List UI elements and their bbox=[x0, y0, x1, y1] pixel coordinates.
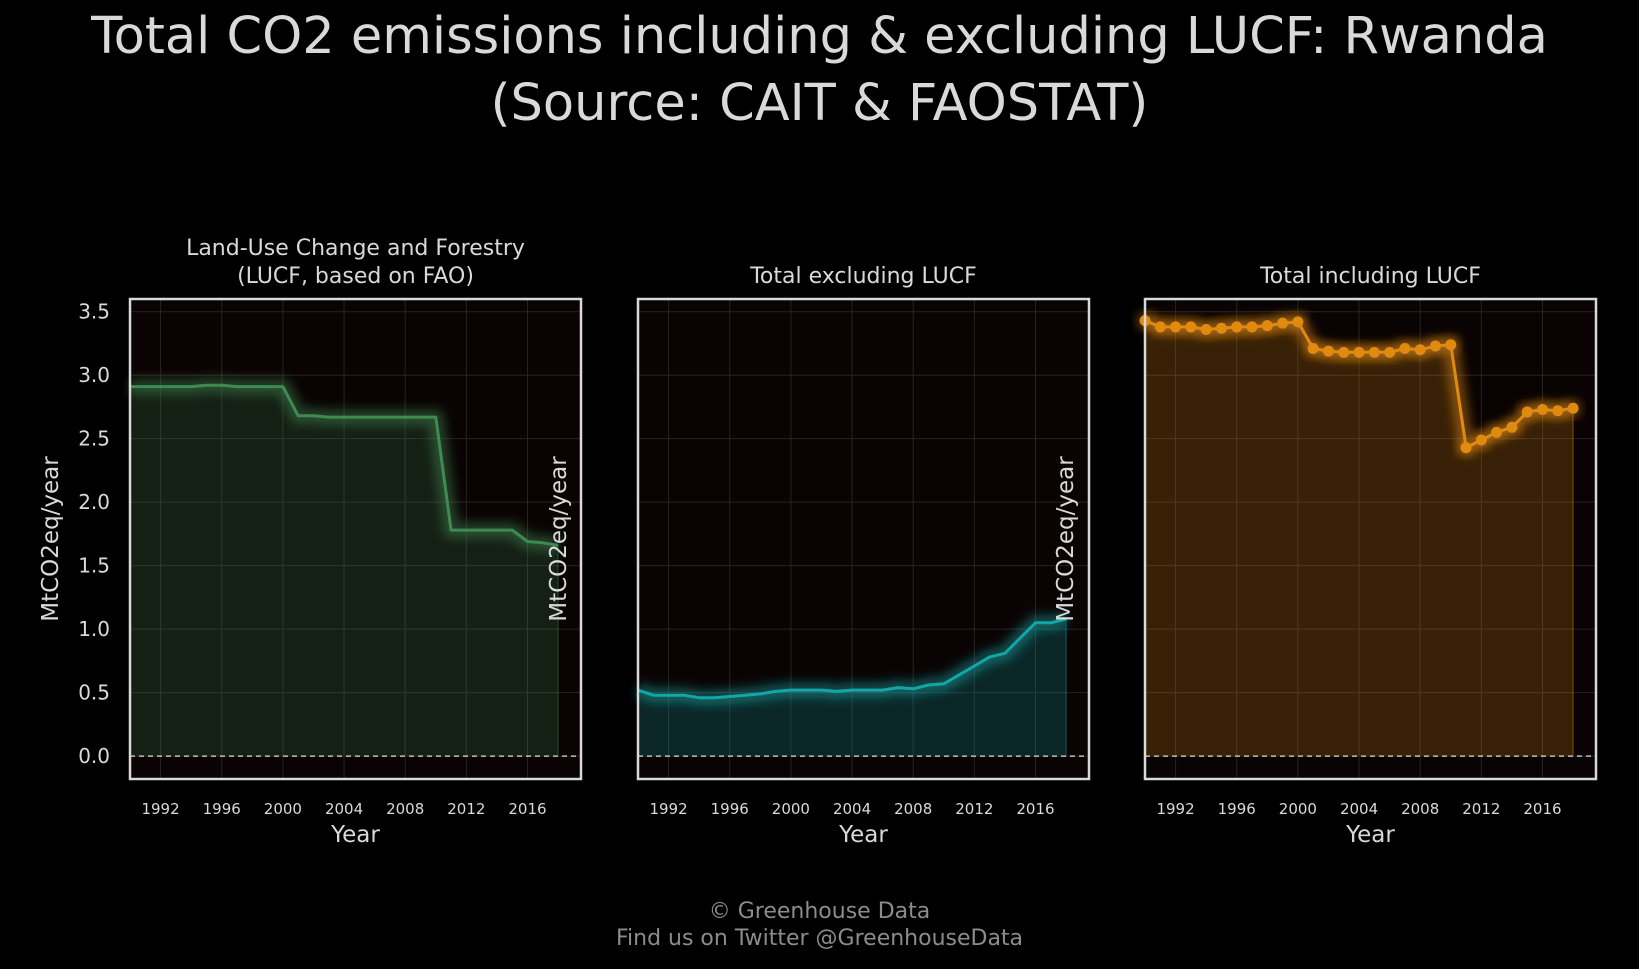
data-point-1999 bbox=[1277, 317, 1289, 329]
x-tick-label-2012: 2012 bbox=[447, 800, 485, 818]
x-tick-label-2000: 2000 bbox=[1279, 800, 1317, 818]
data-point-2018 bbox=[1567, 402, 1579, 414]
y-tick-label: 0.0 bbox=[78, 744, 110, 768]
panel-title: Total excluding LUCF bbox=[749, 264, 977, 289]
data-point-1998 bbox=[1261, 320, 1273, 332]
data-point-1997 bbox=[1246, 321, 1258, 333]
x-tick-label-2012: 2012 bbox=[1462, 800, 1500, 818]
y-tick-label: 0.5 bbox=[78, 681, 110, 705]
series-area bbox=[130, 385, 559, 757]
panel-3: 1992 1996 2000 2004 2008 2012 2016 Year MtCO2eq/… bbox=[1053, 264, 1598, 848]
plot-frame bbox=[1143, 297, 1598, 781]
y-tick-label: 2.0 bbox=[78, 490, 110, 514]
data-point-2010 bbox=[1445, 339, 1457, 351]
data-point-1993 bbox=[1185, 321, 1197, 333]
data-point-1994 bbox=[1200, 323, 1212, 335]
x-tick-label-1996: 1996 bbox=[711, 800, 749, 818]
data-point-2012 bbox=[1475, 434, 1487, 446]
x-tick-label-2012: 2012 bbox=[955, 800, 993, 818]
plot-frame bbox=[636, 297, 1091, 781]
y-axis-label: MtCO2eq/year bbox=[546, 456, 572, 622]
x-tick-label-1996: 1996 bbox=[203, 800, 241, 818]
x-tick-label-2016: 2016 bbox=[508, 800, 546, 818]
data-point-2007 bbox=[1399, 343, 1411, 355]
x-tick-label-1992: 1992 bbox=[1156, 800, 1194, 818]
data-point-2001 bbox=[1307, 343, 1319, 355]
data-point-2006 bbox=[1384, 346, 1396, 358]
panel-title: (LUCF, based on FAO) bbox=[237, 264, 474, 289]
x-tick-label-1992: 1992 bbox=[141, 800, 179, 818]
panel-1: 1992 1996 2000 2004 2008 2012 2016 0.0 0.5 1.0 1.5… bbox=[38, 236, 583, 848]
series-area bbox=[1145, 320, 1574, 757]
x-tick-label-2008: 2008 bbox=[1401, 800, 1439, 818]
panel-2: 1992 1996 2000 2004 2008 2012 2016 Year MtCO2eq/… bbox=[546, 264, 1091, 848]
data-point-2008 bbox=[1414, 344, 1426, 356]
data-point-2014 bbox=[1506, 421, 1518, 433]
data-point-1992 bbox=[1170, 321, 1182, 333]
data-point-2002 bbox=[1322, 345, 1334, 357]
data-point-2017 bbox=[1552, 405, 1564, 417]
x-tick-label-2008: 2008 bbox=[386, 800, 424, 818]
data-point-2016 bbox=[1536, 403, 1548, 415]
main-title-line2: (Source: CAIT & FAOSTAT) bbox=[490, 74, 1149, 133]
data-point-1995 bbox=[1215, 322, 1227, 334]
data-point-2004 bbox=[1353, 346, 1365, 358]
y-tick-label: 3.5 bbox=[78, 300, 110, 324]
data-point-1991 bbox=[1154, 321, 1166, 333]
main-title-line1: Total CO2 emissions including & excludin… bbox=[91, 7, 1548, 66]
panel-title: Total including LUCF bbox=[1259, 264, 1481, 289]
x-tick-label-2004: 2004 bbox=[1340, 800, 1378, 818]
series-area bbox=[638, 619, 1067, 757]
x-tick-label-2004: 2004 bbox=[833, 800, 871, 818]
data-point-2000 bbox=[1292, 316, 1304, 328]
y-tick-label: 1.0 bbox=[78, 617, 110, 641]
plot-background bbox=[1145, 299, 1596, 779]
y-tick-label: 2.5 bbox=[78, 427, 110, 451]
data-point-2013 bbox=[1491, 426, 1503, 438]
data-point-2003 bbox=[1338, 346, 1350, 358]
footer-copyright: © Greenhouse Data bbox=[708, 899, 931, 924]
data-point-2015 bbox=[1521, 406, 1533, 418]
x-axis-label: Year bbox=[1345, 822, 1395, 848]
x-tick-label-2008: 2008 bbox=[894, 800, 932, 818]
x-axis-label: Year bbox=[838, 822, 888, 848]
x-tick-label-2000: 2000 bbox=[264, 800, 302, 818]
x-tick-label-2000: 2000 bbox=[772, 800, 810, 818]
x-tick-label-2004: 2004 bbox=[325, 800, 363, 818]
y-axis-label: MtCO2eq/year bbox=[1053, 456, 1079, 622]
data-point-1996 bbox=[1231, 321, 1243, 333]
x-tick-label-2016: 2016 bbox=[1523, 800, 1561, 818]
y-axis-label: MtCO2eq/year bbox=[38, 456, 64, 622]
y-tick-label: 3.0 bbox=[78, 363, 110, 387]
x-tick-label-2016: 2016 bbox=[1016, 800, 1054, 818]
y-tick-label: 1.5 bbox=[78, 554, 110, 578]
data-point-2011 bbox=[1460, 442, 1472, 454]
footer-twitter: Find us on Twitter @GreenhouseData bbox=[615, 926, 1024, 951]
data-point-2009 bbox=[1429, 340, 1441, 352]
data-point-2005 bbox=[1368, 346, 1380, 358]
series-line bbox=[130, 383, 559, 547]
plot-frame bbox=[128, 297, 583, 781]
x-tick-label-1992: 1992 bbox=[649, 800, 687, 818]
panel-title: Land-Use Change and Forestry bbox=[186, 236, 525, 261]
x-tick-label-1996: 1996 bbox=[1218, 800, 1256, 818]
series-line bbox=[637, 617, 1067, 700]
x-axis-label: Year bbox=[330, 822, 380, 848]
